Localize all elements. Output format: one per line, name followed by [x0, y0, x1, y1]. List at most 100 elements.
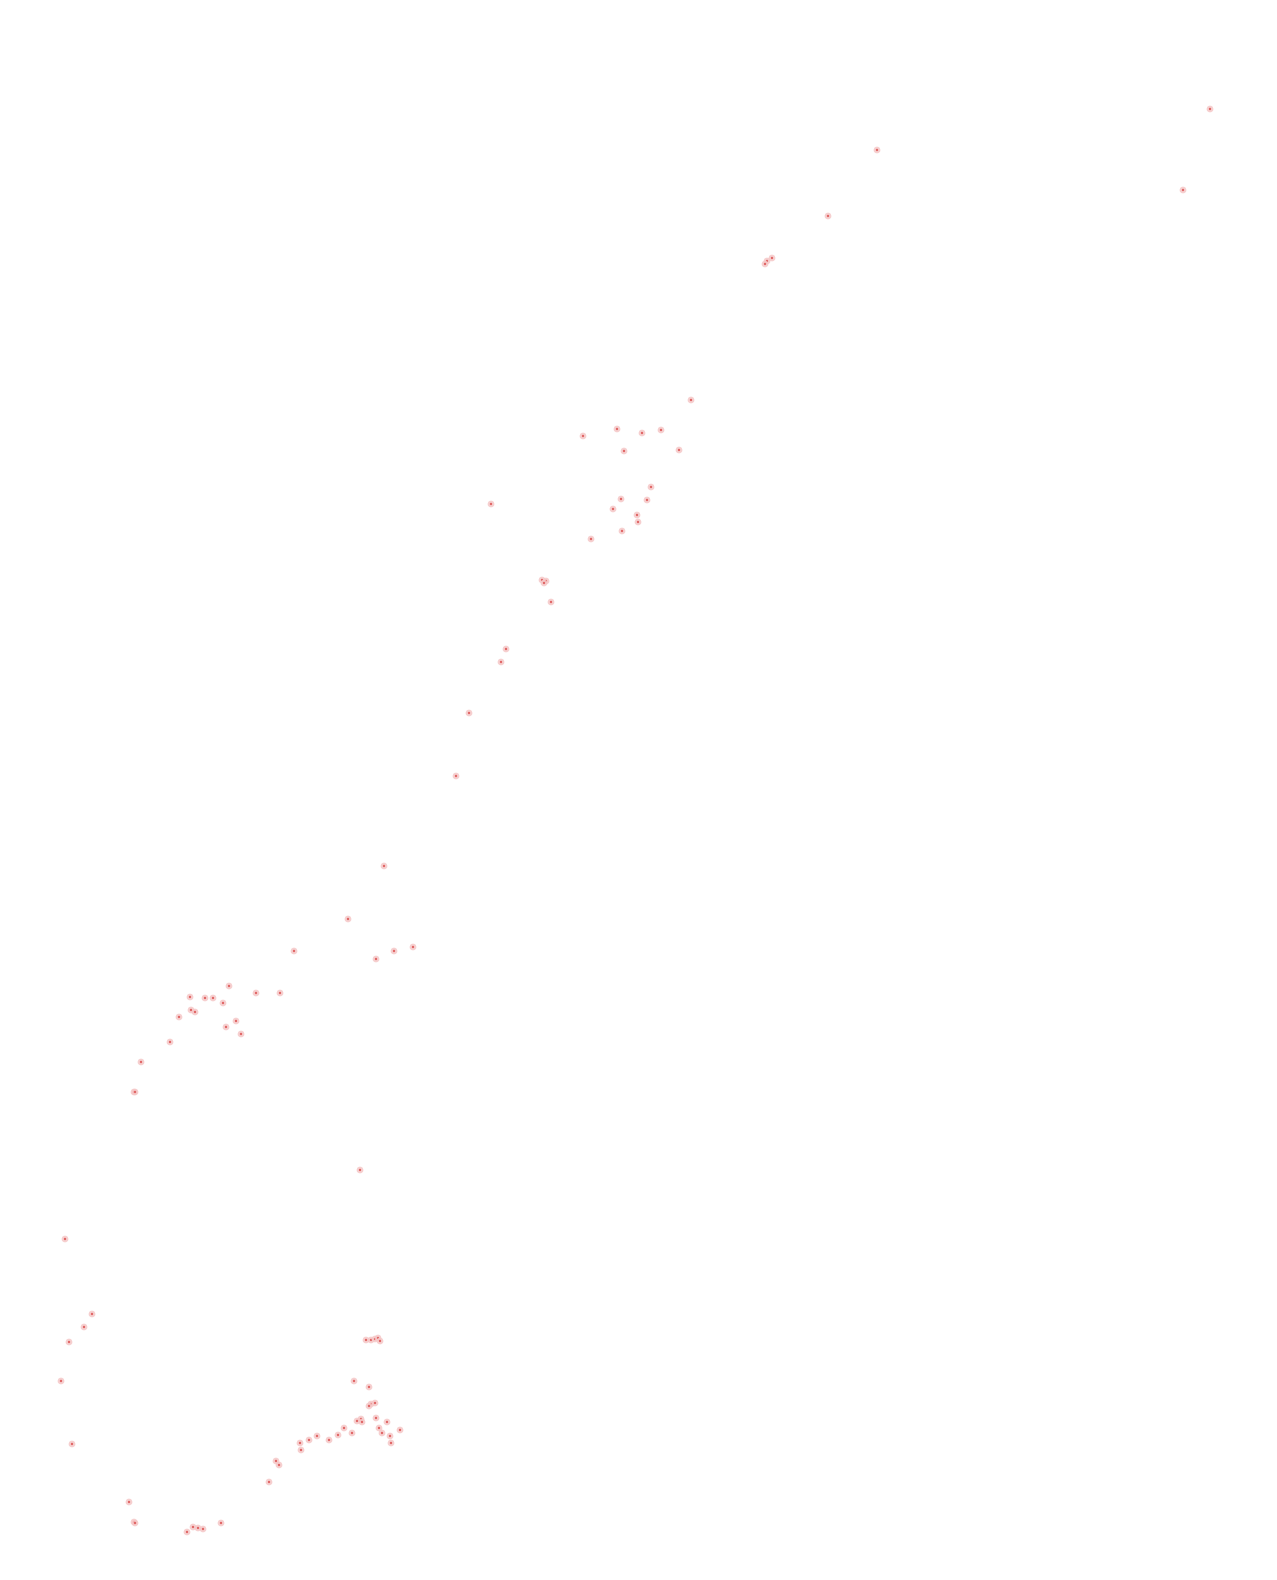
map-marker	[350, 1377, 358, 1385]
map-marker	[219, 999, 227, 1007]
map-marker	[232, 1017, 240, 1025]
marker-dot	[342, 1426, 346, 1430]
map-marker	[761, 260, 769, 268]
map-marker	[657, 426, 665, 434]
marker-dot	[189, 1008, 193, 1012]
map-marker	[68, 1440, 76, 1448]
map-marker	[386, 1432, 394, 1440]
marker-dot	[90, 1312, 94, 1316]
marker-dot	[193, 1010, 197, 1014]
marker-dot	[640, 431, 644, 435]
marker-dot	[398, 1428, 402, 1432]
map-marker	[199, 1525, 207, 1533]
map-marker	[1206, 105, 1214, 113]
marker-dot	[367, 1385, 371, 1389]
marker-dot	[360, 1420, 364, 1424]
marker-dot	[763, 262, 767, 266]
map-marker	[186, 993, 194, 1001]
marker-dot	[645, 498, 649, 502]
marker-dot	[292, 949, 296, 953]
map-marker	[387, 1439, 395, 1447]
map-marker	[183, 1528, 191, 1536]
map-marker	[344, 915, 352, 923]
map-marker	[675, 446, 683, 454]
map-marker	[88, 1310, 96, 1318]
map-marker	[643, 496, 651, 504]
marker-dot	[369, 1338, 373, 1342]
map-marker	[371, 1399, 379, 1407]
marker-dot	[239, 1032, 243, 1036]
map-marker	[383, 1418, 391, 1426]
map-marker	[365, 1402, 373, 1410]
map-marker	[209, 994, 217, 1002]
marker-dot	[392, 949, 396, 953]
marker-dot	[221, 1001, 225, 1005]
marker-dot	[315, 1434, 319, 1438]
marker-dot	[615, 427, 619, 431]
marker-dot	[358, 1168, 362, 1172]
map-marker	[65, 1338, 73, 1346]
map-marker	[222, 1023, 230, 1031]
marker-dot	[1208, 107, 1212, 111]
marker-dot	[70, 1442, 74, 1446]
map-marker	[620, 447, 628, 455]
map-marker	[618, 527, 626, 535]
map-marker	[824, 212, 832, 220]
map-marker	[647, 483, 655, 491]
marker-dot	[659, 428, 663, 432]
map-marker	[1179, 186, 1187, 194]
marker-dot	[636, 520, 640, 524]
marker-dot	[336, 1433, 340, 1437]
marker-dot	[191, 1525, 195, 1529]
map-marker	[873, 146, 881, 154]
map-marker	[358, 1418, 366, 1426]
marker-dot	[346, 917, 350, 921]
map-marker	[225, 982, 233, 990]
map-marker	[372, 1414, 380, 1422]
map-marker	[502, 645, 510, 653]
marker-dot	[826, 214, 830, 218]
marker-dot	[59, 1379, 63, 1383]
map-marker	[237, 1030, 245, 1038]
marker-dot	[67, 1340, 71, 1344]
marker-layer	[57, 105, 1214, 1536]
marker-dot	[542, 581, 546, 585]
marker-dot	[689, 398, 693, 402]
map-marker	[465, 709, 473, 717]
map-marker	[633, 511, 641, 519]
marker-dot	[1181, 188, 1185, 192]
marker-dot	[224, 1025, 228, 1029]
marker-dot	[619, 497, 623, 501]
map-marker	[166, 1038, 174, 1046]
marker-dot	[364, 1338, 368, 1342]
map-marker	[313, 1432, 321, 1440]
map-marker	[613, 425, 621, 433]
map-marker	[125, 1498, 133, 1506]
marker-dot	[177, 1015, 181, 1019]
marker-dot	[411, 945, 415, 949]
marker-dot	[277, 1463, 281, 1467]
marker-dot	[82, 1325, 86, 1329]
map-marker	[340, 1424, 348, 1432]
map-marker	[276, 989, 284, 997]
marker-dot	[168, 1040, 172, 1044]
marker-dot	[185, 1530, 189, 1534]
marker-dot	[382, 864, 386, 868]
map-marker	[409, 943, 417, 951]
map-marker	[356, 1166, 364, 1174]
marker-dot	[589, 537, 593, 541]
marker-dot	[770, 256, 774, 260]
map-marker	[131, 1088, 139, 1096]
map-marker	[334, 1431, 342, 1439]
map-marker	[638, 429, 646, 437]
map-marker	[365, 1383, 373, 1391]
marker-dot	[549, 600, 553, 604]
marker-dot	[620, 529, 624, 533]
marker-dot	[355, 1419, 359, 1423]
marker-dot	[63, 1237, 67, 1241]
map-marker	[617, 495, 625, 503]
map-marker	[57, 1377, 65, 1385]
marker-dot	[374, 957, 378, 961]
marker-dot	[635, 513, 639, 517]
